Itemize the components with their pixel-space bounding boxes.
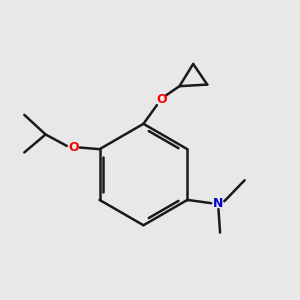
Text: O: O	[156, 93, 167, 106]
Text: O: O	[68, 141, 79, 154]
Text: N: N	[213, 197, 224, 210]
